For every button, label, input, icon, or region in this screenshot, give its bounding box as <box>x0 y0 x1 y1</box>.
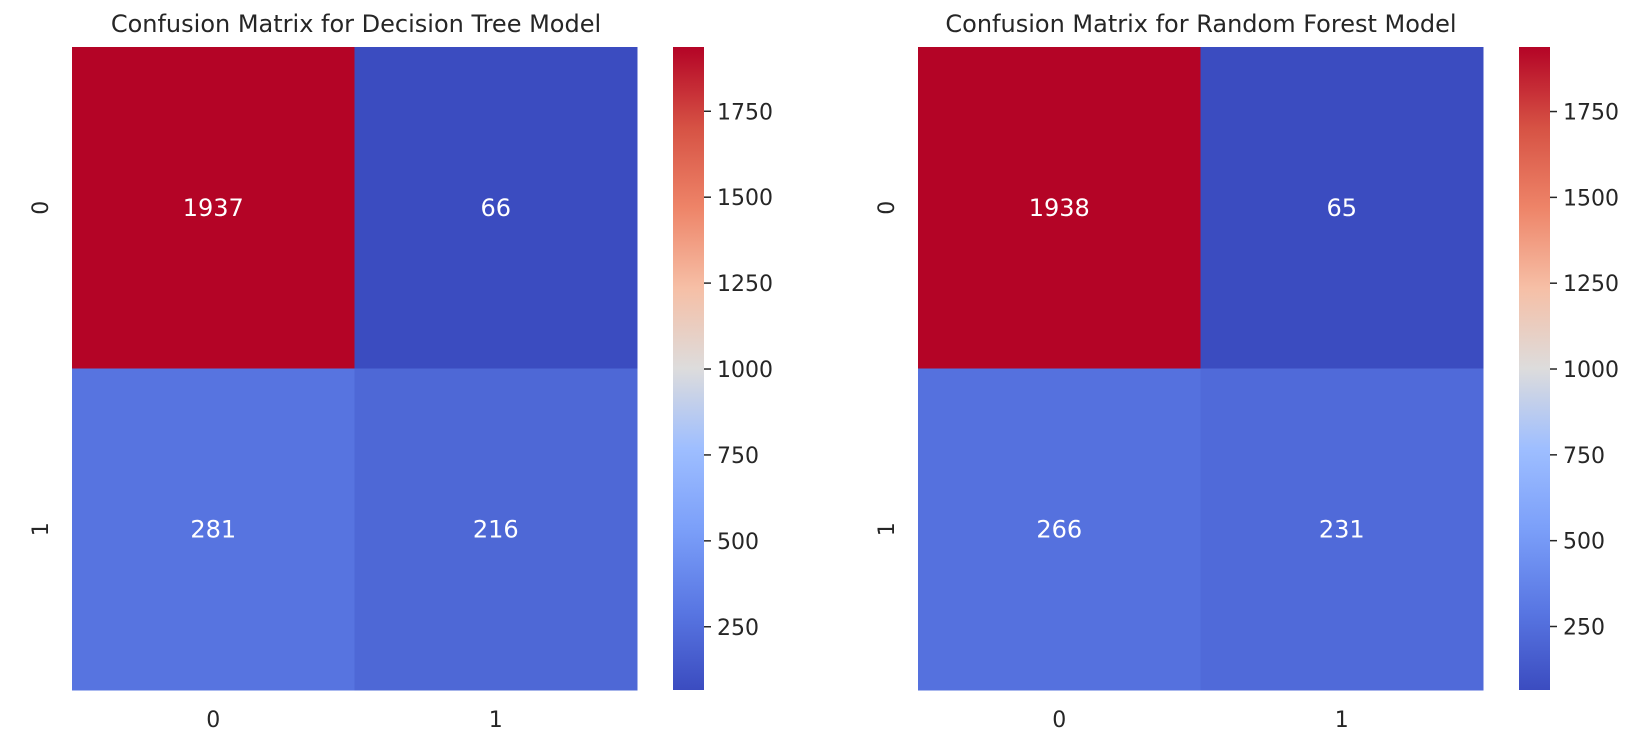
colorbar-tick-label-6: 1750 <box>1563 101 1619 126</box>
heatmap-panel-decision-tree: Confusion Matrix for Decision Tree Model… <box>29 10 773 733</box>
colorbar: 250 500 750 1000 1250 1500 1750 <box>1519 47 1619 690</box>
chart-title: Confusion Matrix for Random Forest Model <box>945 10 1456 38</box>
colorbar-tick-label-1: 500 <box>1563 530 1605 555</box>
heatmap-cell-r1-c1 <box>1200 368 1484 691</box>
colorbar-tick-label-2: 750 <box>717 444 759 469</box>
colorbar-gradient <box>1519 47 1550 690</box>
y-tick-label-1: 1 <box>875 522 900 536</box>
cell-value-r1-c0: 281 <box>190 515 236 543</box>
y-tick-label-1: 1 <box>29 522 54 536</box>
colorbar-tick-label-5: 1500 <box>717 186 773 211</box>
cell-value-r0-c1: 65 <box>1326 194 1357 222</box>
heatmap-cell-r1-c1 <box>354 368 638 691</box>
colorbar-tick-label-2: 750 <box>1563 444 1605 469</box>
y-axis-ticks: 01 <box>875 201 900 537</box>
y-tick-label-0: 0 <box>29 201 54 215</box>
x-tick-label-1: 1 <box>489 708 503 733</box>
heatmap-cell-r1-c0 <box>918 368 1201 691</box>
cell-value-r1-c0: 266 <box>1036 515 1082 543</box>
cell-value-r0-c0: 1937 <box>183 194 244 222</box>
colorbar-tick-label-5: 1500 <box>1563 186 1619 211</box>
colorbar-tick-label-4: 1250 <box>717 272 773 297</box>
x-tick-label-1: 1 <box>1335 708 1349 733</box>
cell-value-r0-c0: 1938 <box>1029 194 1090 222</box>
heatmap-cell-r0-c1 <box>354 47 638 369</box>
y-axis-ticks: 01 <box>29 201 54 537</box>
colorbar-tick-label-0: 250 <box>1563 615 1605 640</box>
cell-value-r1-c1: 231 <box>1319 515 1365 543</box>
heatmap-cell-r0-c0 <box>918 47 1201 369</box>
cell-value-r1-c1: 216 <box>473 515 519 543</box>
colorbar-tick-label-6: 1750 <box>717 100 773 125</box>
colorbar-tick-label-0: 250 <box>717 616 759 641</box>
heatmap-cells: 1938 65 266 231 <box>918 47 1484 691</box>
chart-title: Confusion Matrix for Decision Tree Model <box>111 10 601 38</box>
heatmap-cells: 1937 66 281 216 <box>72 47 638 691</box>
colorbar-gradient <box>673 47 704 690</box>
heatmap-cell-r1-c0 <box>72 368 355 691</box>
heatmap-cell-r0-c0 <box>72 47 355 369</box>
y-tick-label-0: 0 <box>875 201 900 215</box>
x-tick-label-0: 0 <box>206 708 220 733</box>
x-tick-label-0: 0 <box>1052 708 1066 733</box>
cell-value-r0-c1: 66 <box>480 194 511 222</box>
heatmap-cell-r0-c1 <box>1200 47 1484 369</box>
heatmap-panel-random-forest: Confusion Matrix for Random Forest Model… <box>875 10 1619 733</box>
colorbar: 250 500 750 1000 1250 1500 1750 <box>673 47 773 690</box>
colorbar-tick-label-3: 1000 <box>717 358 773 383</box>
colorbar-tick-label-3: 1000 <box>1563 358 1619 383</box>
colorbar-tick-label-4: 1250 <box>1563 272 1619 297</box>
colorbar-tick-label-1: 500 <box>717 530 759 555</box>
